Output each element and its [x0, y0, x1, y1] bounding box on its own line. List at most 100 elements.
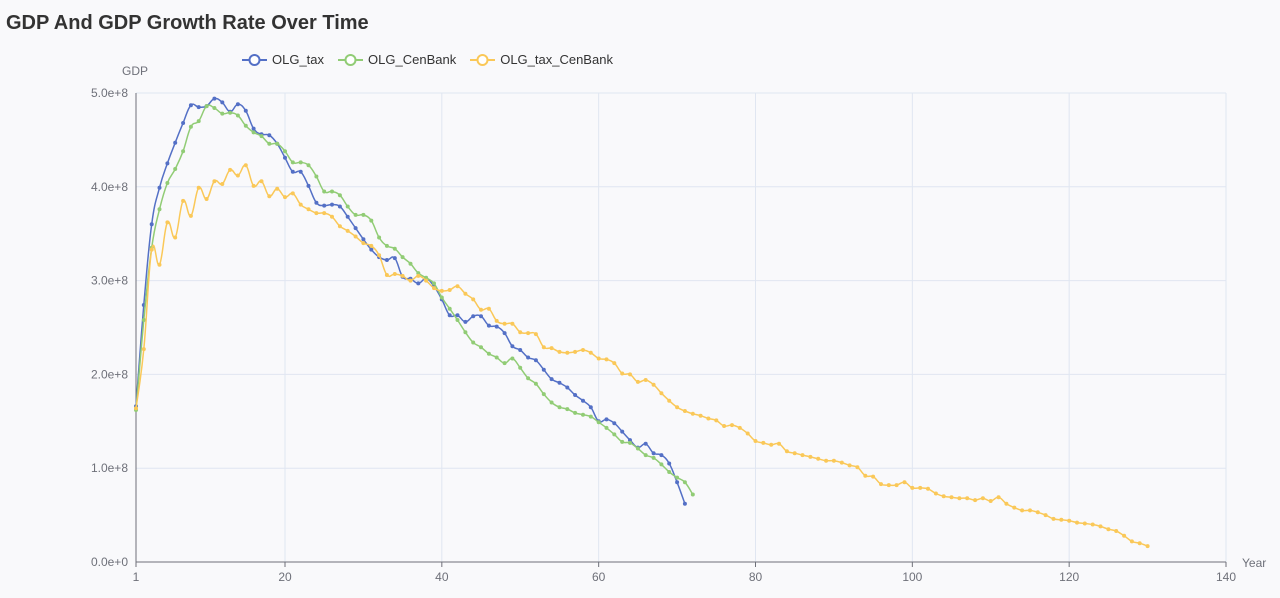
data-point [196, 119, 201, 124]
data-point [267, 141, 272, 146]
y-tick-label: 4.0e+8 [91, 180, 128, 194]
data-point [879, 482, 883, 487]
data-point [290, 169, 295, 174]
data-point [212, 96, 217, 101]
data-point [792, 451, 797, 456]
legend-line-icon [338, 53, 364, 66]
data-point [259, 179, 264, 184]
data-point [416, 273, 421, 278]
data-point [502, 361, 507, 366]
data-point [745, 431, 750, 436]
data-point [345, 228, 350, 233]
data-point [322, 203, 327, 208]
data-point [181, 121, 186, 125]
data-point [761, 440, 766, 445]
data-point [526, 331, 531, 336]
data-point [384, 273, 389, 277]
data-point [447, 306, 452, 311]
data-point [455, 284, 460, 289]
data-point [486, 323, 491, 328]
legend-item-olg-tax[interactable]: OLG_tax [242, 52, 324, 67]
data-point [432, 286, 436, 291]
data-point [173, 235, 178, 240]
data-point [949, 495, 954, 500]
data-point [996, 495, 1001, 500]
data-point [816, 456, 821, 461]
data-point [675, 405, 680, 410]
data-point [157, 185, 162, 190]
data-point [596, 356, 601, 361]
legend-label: OLG_CenBank [368, 52, 457, 67]
data-point [337, 224, 342, 229]
data-point [682, 409, 687, 413]
data-point [1137, 541, 1142, 546]
data-point [173, 167, 178, 171]
data-point [714, 418, 719, 423]
data-point [620, 429, 625, 434]
data-point [1051, 516, 1056, 521]
data-point [1129, 539, 1134, 544]
data-point [377, 235, 382, 240]
data-point [526, 376, 531, 381]
data-point [706, 416, 711, 421]
data-point [369, 243, 374, 248]
legend-label: OLG_tax_CenBank [500, 52, 613, 67]
data-point [228, 167, 233, 172]
series-line [135, 104, 694, 495]
series-olg-tax-cenbank [134, 163, 1150, 549]
data-point [479, 345, 483, 350]
data-point [439, 295, 444, 300]
data-point [486, 351, 491, 356]
legend-item-olg-cenbank[interactable]: OLG_CenBank [338, 52, 456, 67]
data-point [330, 189, 334, 194]
data-point [926, 486, 930, 491]
data-point [408, 278, 413, 283]
data-point [565, 385, 570, 390]
data-point [1020, 508, 1025, 513]
data-point [667, 398, 672, 403]
x-tick-label: 20 [278, 570, 292, 584]
data-point [322, 189, 327, 194]
legend-item-olg-tax-cenbank[interactable]: OLG_tax_CenBank [470, 52, 613, 67]
data-point [267, 194, 272, 199]
y-tick-label: 5.0e+8 [91, 86, 128, 100]
data-point [596, 420, 601, 425]
data-point [722, 424, 727, 428]
data-point [306, 163, 311, 168]
data-point [181, 198, 186, 203]
data-point [384, 258, 389, 262]
data-point [220, 100, 225, 105]
data-point [573, 393, 578, 397]
data-point [298, 202, 303, 207]
data-point [933, 491, 938, 496]
x-tick-label: 140 [1216, 570, 1236, 584]
data-point [392, 256, 397, 261]
data-point [455, 313, 460, 318]
data-point [196, 105, 201, 110]
data-point [863, 473, 868, 478]
data-point [800, 453, 805, 458]
data-point [541, 345, 546, 350]
data-point [330, 202, 334, 207]
data-point [384, 243, 389, 248]
data-point [871, 474, 876, 479]
data-point [298, 169, 303, 174]
data-point [283, 149, 287, 154]
data-point [682, 501, 687, 506]
data-point [479, 307, 483, 312]
data-point [1106, 527, 1111, 532]
data-point [1012, 505, 1017, 510]
data-point [675, 480, 680, 485]
data-point [416, 281, 421, 286]
data-point [628, 372, 632, 377]
data-point [275, 141, 280, 146]
data-point [196, 185, 201, 190]
data-point [682, 480, 687, 485]
data-point [353, 234, 358, 239]
data-point [886, 483, 891, 488]
data-point [784, 449, 789, 454]
legend-line-icon [242, 53, 267, 66]
data-point [432, 281, 436, 286]
data-point [628, 438, 632, 443]
